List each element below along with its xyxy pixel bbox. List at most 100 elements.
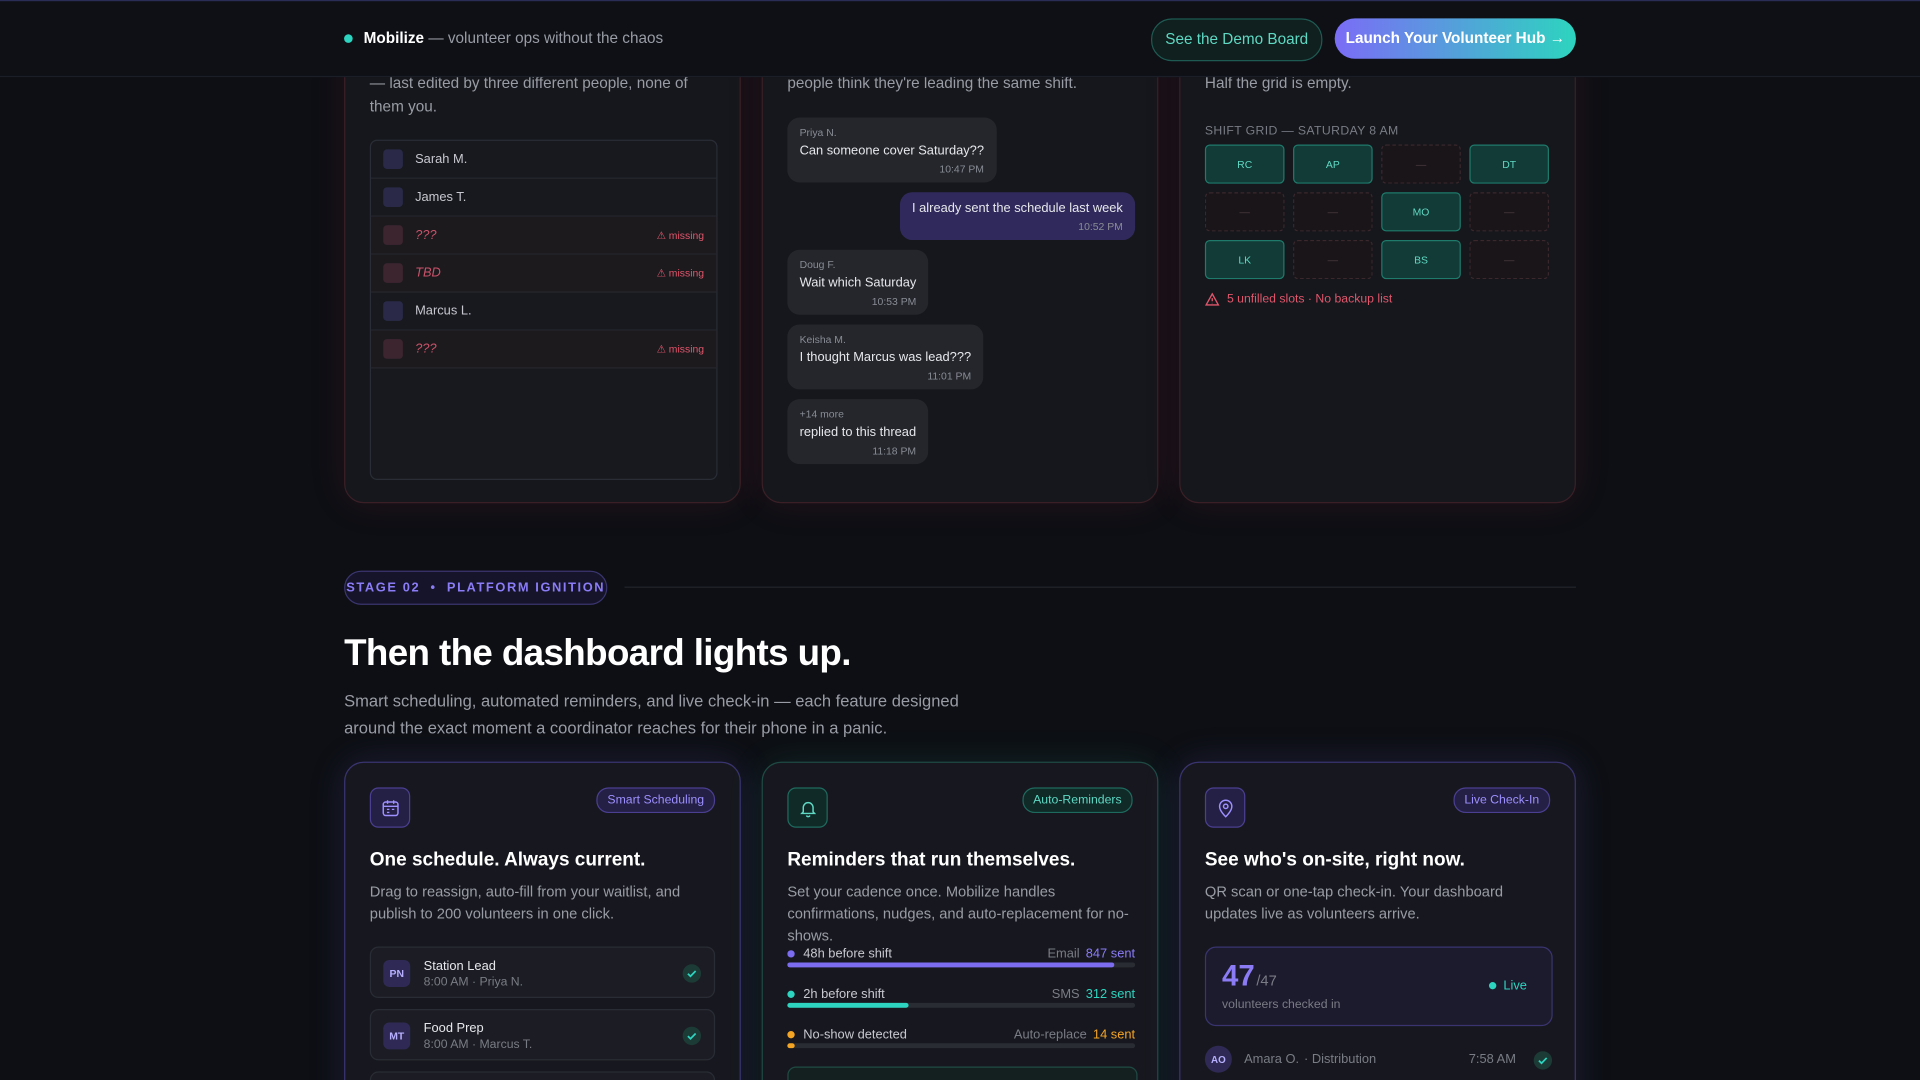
feature-tag: Auto-Reminders [1022,787,1133,814]
volunteer-name: ??? [415,341,437,357]
channel: Email [1047,946,1080,962]
warning-icon [1204,292,1220,306]
station: · Distribution [1304,1051,1377,1067]
checked-in-label: volunteers checked in [1222,997,1341,1012]
brand: Mobilize [363,29,425,47]
assignment-row: PN Station Lead 8:00 AM · Priya N. [369,946,716,998]
channel: Auto-replace [1013,1027,1087,1043]
timestamp: 10:53 PM [871,295,917,308]
sender: Keisha M. [799,333,846,346]
roster-row: James T. [371,179,717,217]
volunteer-name: James T. [415,189,467,205]
check-icon [682,1026,702,1052]
reminder-dot [787,990,795,998]
warning: 5 unfilled slots · No backup list [1204,292,1393,307]
reminder-label: 2h before shift [803,986,885,1002]
arrival-time: 7:58 AM [1468,1051,1516,1067]
assignment-detail: 8:00 AM · Marcus T. [423,1038,533,1052]
sent-count: 847 sent [1085,946,1136,962]
feature-text: QR scan or one-tap check-in. Your dashbo… [1204,882,1504,923]
check-circle [1533,1051,1553,1070]
card-text: people think they're leading the same sh… [787,74,1078,92]
reminder-stats: Email 847 sent [1041,947,1135,962]
roster-table: Sarah M. James T.??? ⚠ missing TBD ⚠ missing… [369,139,718,481]
card-text: — last edited by three different people,… [369,74,688,116]
icon-glyph [799,801,816,817]
card-text: Half the grid is empty. [1204,74,1352,92]
launch-button[interactable]: Launch Your Volunteer Hub → [1334,18,1576,59]
message: Can someone cover Saturday?? [799,143,984,158]
nav-bar: Mobilize — volunteer ops without the cha… [0,0,1920,78]
total-count: /47 [1256,972,1277,990]
reminder-dot [787,1031,795,1039]
arrival-row: AO Amara O. · Distribution 7:58 AM [1204,1045,1553,1074]
section-subheading: Smart scheduling, automated reminders, a… [344,691,959,738]
checked-in-count: 47 [1222,960,1255,994]
grid-label: SHIFT GRID — SATURDAY 8 AM [1204,124,1399,139]
avatar-square [383,301,403,321]
timestamp: 10:52 PM [1078,220,1123,233]
stage-badge: STAGE 02 • PLATFORM IGNITION [344,570,608,605]
check-icon [1533,1051,1553,1074]
divider [624,586,1576,588]
grid-cell: — [1381,144,1461,184]
avatar-square [383,339,403,359]
role: Food Prep [423,1021,484,1036]
sent-count: 312 sent [1085,986,1136,1002]
feature-title: See who's on-site, right now. [1204,849,1465,871]
reminder-label: 48h before shift [803,946,892,962]
problem-card: — last edited by three different people,… [344,12,741,504]
feature-title: Reminders that run themselves. [787,849,1076,871]
message: Wait which Saturday [799,275,917,291]
sent-count: 14 sent [1092,1027,1136,1043]
section-heading: Then the dashboard lights up. [344,633,851,674]
message: I already sent the schedule last week [912,200,1123,216]
sender: +14 more [799,407,844,421]
volunteer-name: ??? [415,227,437,243]
feature-card: Smart Scheduling One schedule. Always cur… [344,761,741,1080]
feature-icon [369,787,411,828]
demo-button[interactable]: See the Demo Board [1151,18,1323,62]
sender: Priya N. [799,126,837,139]
missing-status: ⚠ missing [656,228,705,242]
progress-track [787,1043,1136,1049]
progress-fill [787,962,1115,968]
check-icon [682,964,702,990]
progress-fill [787,1002,910,1008]
chat-bubble: Doug F. Wait which Saturday 10:53 PM [787,249,929,315]
roster-row: TBD ⚠ missing [371,254,717,293]
roster-row: ??? ⚠ missing [371,330,717,369]
volunteer-name: Marcus L. [415,303,472,319]
missing-status: ⚠ missing [656,266,705,280]
progress-track [787,1002,1136,1008]
roster-row: Marcus L. [371,293,717,331]
avatar-square [383,225,403,245]
initials: PN [383,960,411,987]
reminder-dot [787,950,795,958]
grid-cell: BS [1381,240,1461,280]
reminder-stats: Auto-replace 14 sent [1008,1027,1135,1042]
check-circle [682,964,702,983]
grid-cell: DT [1469,144,1549,184]
progress-fill [787,1043,795,1049]
feature-icon [787,787,828,828]
avatar-square [383,187,403,207]
grid-cell: — [1293,192,1373,232]
icon-glyph [1218,798,1232,818]
status-dot [344,34,353,43]
chat-thread: Priya N. Can someone cover Saturday?? 10:4… [787,117,1136,465]
live-status: Live [1489,978,1527,993]
grid-cell: MO [1381,192,1461,232]
grid-cell: RC [1204,144,1285,184]
progress-track [787,962,1136,968]
warning-text: 5 unfilled slots · No backup list [1226,292,1393,307]
reminder-row: 48h before shift Email 847 sent [787,946,1136,971]
grid-cell: — [1293,240,1373,280]
shift-grid: RC AP — DT — — MO — LK — BS — [1204,144,1549,280]
grid-cell: — [1469,240,1549,280]
initials: AO [1204,1045,1232,1073]
timestamp: 11:18 PM [872,444,917,457]
